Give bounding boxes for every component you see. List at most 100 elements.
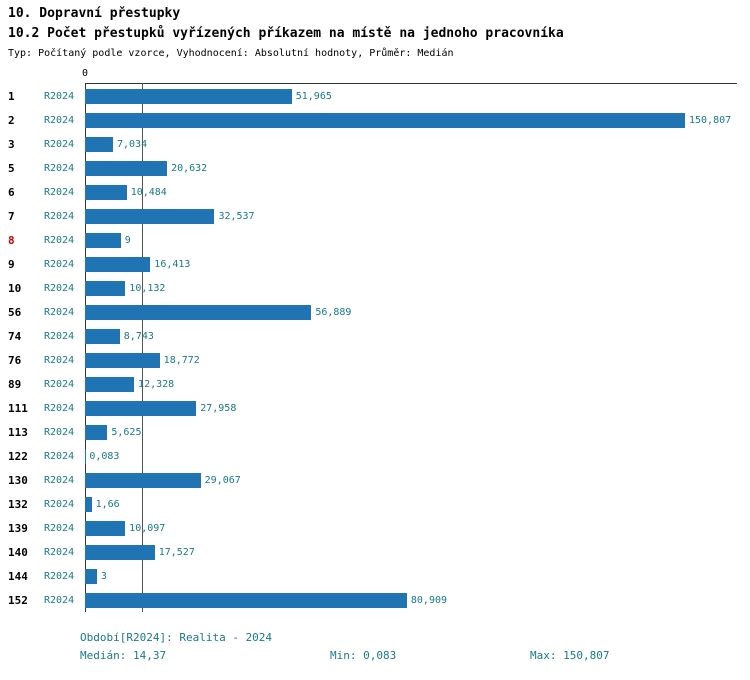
row-series-label: R2024 [44,522,75,534]
row-bar-area: 9 [85,228,746,252]
bar [85,400,197,416]
row-series-label: R2024 [44,114,75,126]
bar [85,376,135,392]
chart-row: 74 R2024 8,743 [8,324,746,348]
bar-value-label: 10,097 [129,522,166,534]
bar-value-label: 56,889 [315,306,352,318]
row-series-label: R2024 [44,210,75,222]
row-bar-area: 7,034 [85,132,746,156]
chart-row: 10 R2024 10,132 [8,276,746,300]
chart-meta: Typ: Počítaný podle vzorce, Vyhodnocení:… [8,48,454,59]
chart-row: 132 R2024 1,66 [8,492,746,516]
row-series-label: R2024 [44,474,75,486]
bar [85,544,155,560]
row-bar-area: 20,632 [85,156,746,180]
chart-row: 5 R2024 20,632 [8,156,746,180]
chart-row: 9 R2024 16,413 [8,252,746,276]
chart-row: 8 R2024 9 [8,228,746,252]
row-series-label: R2024 [44,594,75,606]
bar-value-label: 8,743 [123,330,154,342]
row-id: 56 [8,305,22,319]
bar-value-label: 80,909 [410,594,448,606]
chart-row: 56 R2024 56,889 [8,300,746,324]
row-id: 144 [8,569,28,583]
row-id: 113 [8,425,28,439]
bar-value-label: 0,083 [89,450,120,462]
row-bar-area: 51,965 [85,84,746,108]
row-series-label: R2024 [44,282,75,294]
bar [85,424,108,440]
bar-value-label: 7,034 [116,138,148,150]
bar-value-label: 18,772 [163,354,200,366]
bar [85,280,126,296]
bar-chart: 0 1 R2024 51,965 2 R2024 150,807 3 R2024… [8,68,746,612]
row-bar-area: 12,328 [85,372,746,396]
row-id: 74 [8,329,22,343]
bar-value-label: 10,484 [130,186,167,198]
bar [85,592,407,608]
row-id: 122 [8,449,28,463]
period-label: Období[R2024]: Realita - 2024 [80,631,273,644]
bar-value-label: 9 [124,234,131,246]
row-series-label: R2024 [44,546,75,558]
bar-value-label: 1,66 [95,498,120,510]
chart-row: 139 R2024 10,097 [8,516,746,540]
chart-footer: Období[R2024]: Realita - 2024 Medián: 14… [80,630,750,664]
row-id: 130 [8,473,28,487]
median-stat: Medián: 14,37 [80,649,167,662]
chart-row: 152 R2024 80,909 [8,588,746,612]
row-bar-area: 1,66 [85,492,746,516]
median-line [142,83,144,612]
row-bar-area: 16,413 [85,252,746,276]
row-id: 3 [8,137,15,151]
row-bar-area: 0,083 [85,444,746,468]
x-axis-zero-label: 0 [82,68,89,79]
bar-value-label: 16,413 [154,258,191,270]
row-bar-area: 3 [85,564,746,588]
bar [85,208,215,224]
bar-value-label: 29,067 [204,474,241,486]
chart-row: 7 R2024 32,537 [8,204,746,228]
chart-row: 144 R2024 3 [8,564,746,588]
row-bar-area: 18,772 [85,348,746,372]
bar-value-label: 12,328 [138,378,175,390]
bar [85,256,151,272]
row-bar-area: 17,527 [85,540,746,564]
bar [85,136,113,152]
row-id: 89 [8,377,22,391]
row-bar-area: 80,909 [85,588,746,612]
bar [85,88,292,104]
bar-value-label: 17,527 [158,546,195,558]
bar [85,520,126,536]
bar-value-label: 3 [100,570,107,582]
bar [85,304,312,320]
chart-row: 122 R2024 0,083 [8,444,746,468]
bar [85,568,97,584]
bar-value-label: 51,965 [295,90,332,102]
row-bar-area: 27,958 [85,396,746,420]
report-header: 10. Dopravní přestupky 10.2 Počet přestu… [0,0,750,62]
chart-row: 6 R2024 10,484 [8,180,746,204]
chart-row: 111 R2024 27,958 [8,396,746,420]
bar [85,112,685,128]
chart-row: 130 R2024 29,067 [8,468,746,492]
row-id: 139 [8,521,28,535]
chart-rows: 1 R2024 51,965 2 R2024 150,807 3 R2024 7… [8,84,746,612]
row-id: 5 [8,161,15,175]
row-id: 111 [8,401,28,415]
row-series-label: R2024 [44,402,75,414]
page-title: 10. Dopravní přestupky [8,6,181,21]
bar [85,472,201,488]
row-series-label: R2024 [44,498,75,510]
row-id: 140 [8,545,28,559]
row-series-label: R2024 [44,306,75,318]
chart-row: 2 R2024 150,807 [8,108,746,132]
row-bar-area: 8,743 [85,324,746,348]
bar-value-label: 32,537 [218,210,255,222]
chart-row: 76 R2024 18,772 [8,348,746,372]
bar [85,352,160,368]
row-series-label: R2024 [44,570,75,582]
row-series-label: R2024 [44,234,75,246]
x-axis-line [85,83,737,84]
